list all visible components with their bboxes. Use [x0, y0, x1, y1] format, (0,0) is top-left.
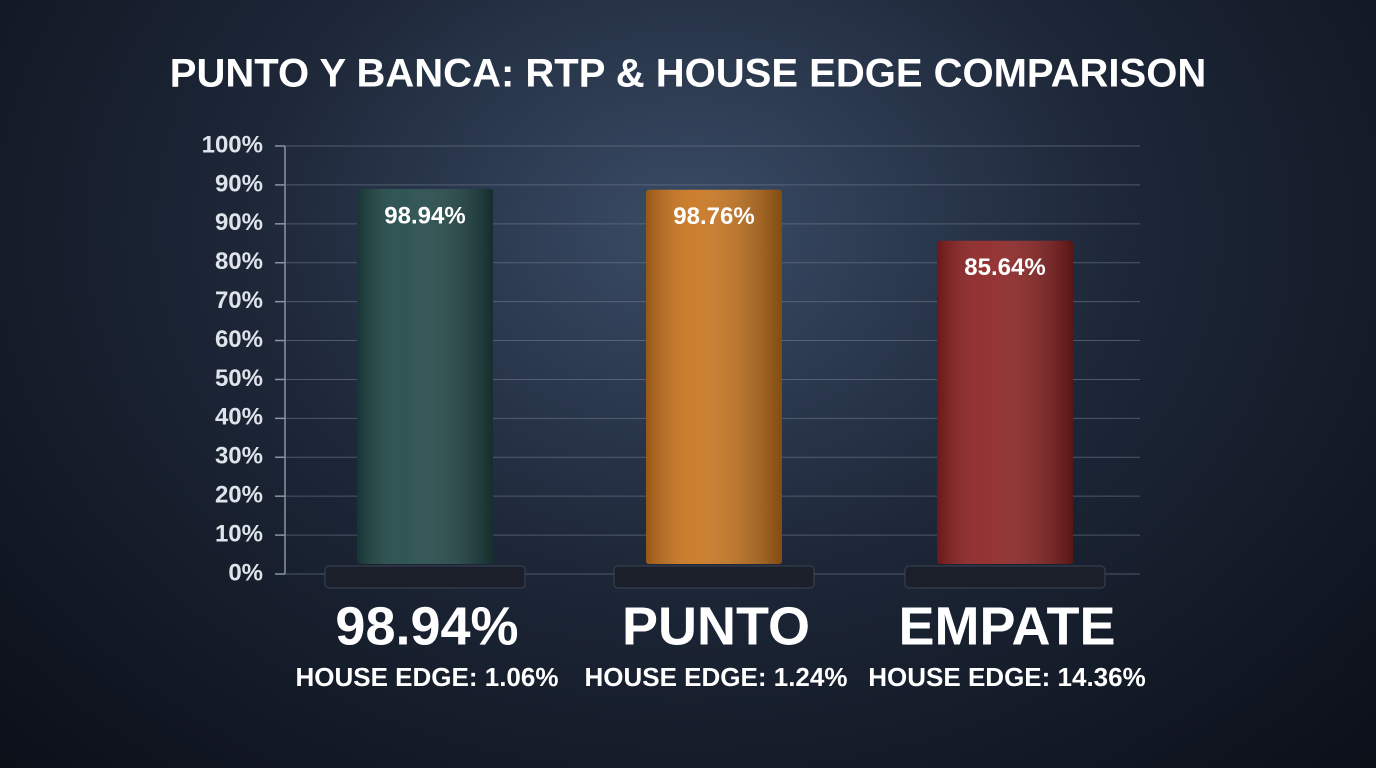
y-tick-label: 100% — [202, 131, 263, 158]
bar-shine — [357, 189, 493, 564]
x-tick-label: PUNTO — [622, 596, 810, 656]
y-tick-label: 90% — [215, 209, 263, 236]
value-label: 98.76% — [673, 203, 754, 230]
bar-shine — [937, 240, 1073, 565]
pedestal — [904, 565, 1106, 589]
x-sublabel: HOUSE EDGE: 1.06% — [296, 662, 559, 692]
y-tick-label: 80% — [215, 248, 263, 275]
y-tick-label: 10% — [215, 520, 263, 547]
y-tick-label: 0% — [228, 559, 263, 586]
chart-title: PUNTO Y BANCA: RTP & HOUSE EDGE COMPARIS… — [170, 52, 1206, 96]
x-tick-label: EMPATE — [898, 596, 1115, 656]
bar-shine — [646, 189, 782, 564]
y-tick-label: 70% — [215, 287, 263, 314]
x-tick-label: 98.94% — [335, 596, 518, 656]
y-tick-label: 30% — [215, 443, 263, 470]
value-label: 85.64% — [964, 254, 1045, 281]
y-tick-label: 50% — [215, 365, 263, 392]
y-tick-label: 90% — [215, 170, 263, 197]
y-tick-label: 40% — [215, 404, 263, 431]
y-tick-label: 20% — [215, 482, 263, 509]
pedestal — [324, 565, 526, 589]
pedestal — [613, 565, 815, 589]
x-sublabel: HOUSE EDGE: 14.36% — [868, 662, 1145, 692]
x-sublabel: HOUSE EDGE: 1.24% — [585, 662, 848, 692]
y-tick-label: 60% — [215, 326, 263, 353]
value-label: 98.94% — [384, 202, 465, 229]
